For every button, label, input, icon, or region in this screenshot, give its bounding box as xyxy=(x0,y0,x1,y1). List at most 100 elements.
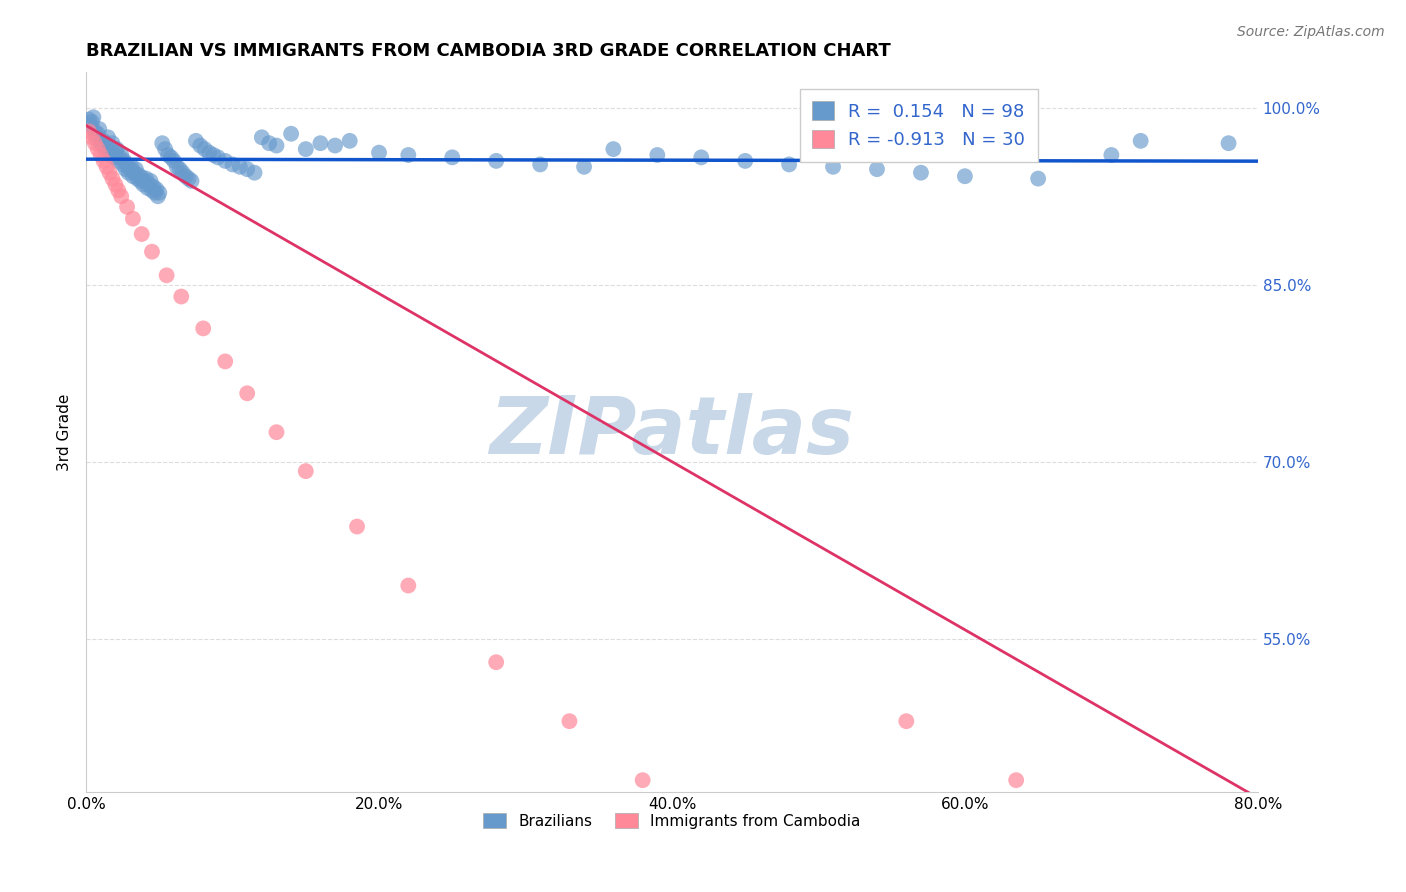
Point xyxy=(207,150,229,164)
Point xyxy=(243,166,266,180)
Point xyxy=(558,714,581,729)
Point xyxy=(323,138,346,153)
Point xyxy=(368,145,391,160)
Point xyxy=(823,160,845,174)
Point xyxy=(180,174,202,188)
Point xyxy=(122,169,145,184)
Point xyxy=(257,136,280,151)
Text: BRAZILIAN VS IMMIGRANTS FROM CAMBODIA 3RD GRADE CORRELATION CHART: BRAZILIAN VS IMMIGRANTS FROM CAMBODIA 3R… xyxy=(86,42,891,60)
Point xyxy=(87,127,110,141)
Point xyxy=(156,268,179,283)
Point xyxy=(150,136,173,151)
Point xyxy=(198,145,221,160)
Point xyxy=(77,112,100,127)
Point xyxy=(188,138,211,153)
Point xyxy=(97,130,120,145)
Point xyxy=(866,162,889,177)
Point xyxy=(80,130,103,145)
Text: ZIPatlas: ZIPatlas xyxy=(489,393,855,471)
Point xyxy=(396,578,419,592)
Point xyxy=(86,130,108,145)
Point xyxy=(93,134,115,148)
Point xyxy=(250,130,273,145)
Point xyxy=(80,115,103,129)
Point xyxy=(131,227,153,241)
Point xyxy=(135,171,157,186)
Point xyxy=(910,166,932,180)
Point xyxy=(214,354,236,368)
Point xyxy=(194,142,217,156)
Point xyxy=(79,119,101,133)
Point xyxy=(221,157,243,171)
Point xyxy=(82,110,104,124)
Point xyxy=(100,145,122,159)
Point xyxy=(93,153,115,168)
Point xyxy=(202,148,225,162)
Text: Source: ZipAtlas.com: Source: ZipAtlas.com xyxy=(1237,25,1385,39)
Point xyxy=(105,142,128,156)
Point xyxy=(172,166,194,180)
Point xyxy=(177,171,200,186)
Point xyxy=(125,162,148,177)
Point xyxy=(346,519,368,533)
Point xyxy=(83,136,105,151)
Point xyxy=(132,178,155,192)
Point xyxy=(104,178,127,192)
Point xyxy=(94,142,117,156)
Point xyxy=(778,157,800,171)
Point xyxy=(77,124,100,138)
Legend: Brazilians, Immigrants from Cambodia: Brazilians, Immigrants from Cambodia xyxy=(477,806,868,835)
Point xyxy=(153,142,176,156)
Point xyxy=(229,160,252,174)
Point xyxy=(193,321,215,335)
Point xyxy=(441,150,464,164)
Point xyxy=(90,148,112,162)
Point xyxy=(142,179,165,194)
Point xyxy=(89,122,111,136)
Point xyxy=(136,181,159,195)
Point xyxy=(141,244,163,259)
Point xyxy=(98,148,121,162)
Point xyxy=(110,148,132,162)
Point xyxy=(166,160,188,174)
Point xyxy=(396,148,419,162)
Point xyxy=(294,142,316,156)
Point xyxy=(129,174,152,188)
Point xyxy=(122,211,145,226)
Point xyxy=(141,183,163,197)
Point xyxy=(143,186,166,200)
Point xyxy=(280,127,302,141)
Point xyxy=(160,150,183,164)
Point xyxy=(485,655,508,669)
Point xyxy=(294,464,316,478)
Point xyxy=(184,134,207,148)
Point xyxy=(174,169,197,184)
Point xyxy=(134,174,156,188)
Point xyxy=(339,134,361,148)
Point xyxy=(602,142,624,156)
Point xyxy=(1026,171,1049,186)
Point xyxy=(953,169,976,184)
Point xyxy=(101,171,124,186)
Point xyxy=(631,773,654,788)
Point xyxy=(131,170,153,185)
Point xyxy=(163,153,186,168)
Point xyxy=(529,157,551,171)
Point xyxy=(111,157,134,171)
Point xyxy=(127,171,149,186)
Point xyxy=(139,174,162,188)
Point xyxy=(87,142,110,156)
Point xyxy=(107,183,129,197)
Point xyxy=(572,160,595,174)
Point xyxy=(117,166,139,180)
Point xyxy=(91,138,114,153)
Point xyxy=(236,386,259,401)
Point xyxy=(115,200,138,214)
Point xyxy=(98,166,121,180)
Point xyxy=(266,425,288,440)
Point xyxy=(103,150,125,164)
Point xyxy=(1005,773,1028,788)
Point xyxy=(148,186,170,200)
Point xyxy=(170,289,193,303)
Point xyxy=(145,182,167,196)
